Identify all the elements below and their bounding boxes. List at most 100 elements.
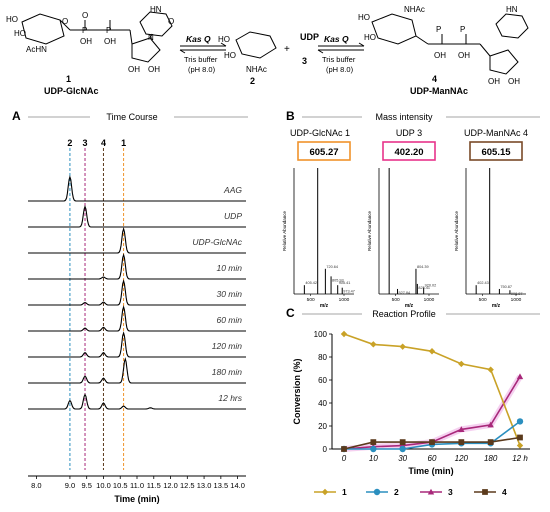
y-tick-label: 40 xyxy=(318,399,327,408)
atom-label: P xyxy=(436,25,441,34)
glycal-ring xyxy=(235,31,277,59)
x-tick-label: 12 h xyxy=(512,454,528,463)
trace-label: 180 min xyxy=(212,367,243,377)
x-axis-title: m/z xyxy=(405,303,414,309)
chromatogram-trace xyxy=(28,204,246,228)
legend-label: 3 xyxy=(448,487,453,497)
legend-marker xyxy=(373,488,381,496)
peak-label: 804.39 xyxy=(417,265,429,269)
peak-label: 750.87 xyxy=(500,285,512,289)
x-tick-label: 120 xyxy=(455,454,469,463)
peak-label: 405.42 xyxy=(305,281,317,285)
spectrum-title: UDP-GlcNAc 1 xyxy=(290,128,350,138)
panel-c-letter: C xyxy=(286,306,295,320)
atom-label: P xyxy=(106,26,111,35)
peak-label: 908.87 xyxy=(511,292,523,296)
y-axis-title: Relative Abundance xyxy=(454,210,459,251)
chromatogram-trace xyxy=(28,227,246,254)
y-axis-title: Relative Abundance xyxy=(367,210,372,251)
x-tick-label: 60 xyxy=(428,454,437,463)
data-point xyxy=(516,442,524,449)
atom-label: HO xyxy=(364,33,376,42)
panel-a-title: Time Course xyxy=(106,112,157,122)
peak-label: 973.47 xyxy=(343,290,355,294)
compound-4-name: UDP-ManNAc xyxy=(410,86,468,96)
atom-label: OH xyxy=(148,65,160,74)
atom-label: HO xyxy=(6,15,18,24)
enzyme-label-2: Kas Q xyxy=(324,34,349,44)
atom-label: OH xyxy=(128,65,140,74)
x-tick-label: 1000 xyxy=(339,297,350,303)
panel-c-title: Reaction Profile xyxy=(372,309,436,319)
chromatogram-trace xyxy=(28,175,246,202)
legend-label: 2 xyxy=(394,487,399,497)
mz-value-box xyxy=(382,141,436,161)
ribose-ring-4 xyxy=(489,49,519,75)
legend-marker xyxy=(482,489,488,495)
data-point xyxy=(516,418,524,425)
arrow-head xyxy=(220,42,227,47)
data-point xyxy=(370,439,377,445)
bond xyxy=(59,19,71,31)
x-tick-label: 12.5 xyxy=(180,481,195,490)
atom-label: O xyxy=(168,17,174,26)
compound-2-id: 2 xyxy=(250,76,255,86)
bond xyxy=(479,43,491,57)
bond xyxy=(149,33,153,39)
atom-label: OH xyxy=(508,77,520,86)
data-point xyxy=(458,439,465,445)
x-tick-label: 12.0 xyxy=(163,481,178,490)
x-tick-label: 13.0 xyxy=(197,481,212,490)
atom-label: HO xyxy=(14,29,26,38)
compound-1-id: 1 xyxy=(66,74,71,84)
atom-label: OH xyxy=(488,77,500,86)
trace-label: 120 min xyxy=(212,341,243,351)
mz-value-box xyxy=(297,141,351,161)
x-axis-title: m/z xyxy=(320,303,329,309)
data-point xyxy=(399,343,406,350)
reaction-scheme xyxy=(21,11,529,75)
mz-value-text: 605.27 xyxy=(309,147,338,158)
mz-value-box xyxy=(469,141,523,161)
data-point xyxy=(341,446,347,452)
x-tick-label: 10 xyxy=(369,454,378,463)
peak-label: 527.84 xyxy=(399,291,411,295)
y-axis-title: Conversion (%) xyxy=(292,358,302,424)
spectrum-title: UDP 3 xyxy=(396,128,422,138)
data-point xyxy=(487,439,494,445)
uracil-ring-1 xyxy=(139,11,173,37)
ribose-ring-1 xyxy=(131,37,161,63)
arrow-head xyxy=(317,49,324,54)
atom-label: O xyxy=(82,11,88,20)
x-axis-title: m/z xyxy=(492,303,501,309)
legend-label: 1 xyxy=(342,487,347,497)
x-tick-label: 10.0 xyxy=(96,481,111,490)
condition-label-2: Tris buffer xyxy=(322,55,356,64)
atom-label: OH xyxy=(434,51,446,60)
atom-label: NHAc xyxy=(246,65,267,74)
mz-value-text: 605.15 xyxy=(481,147,511,158)
x-tick-label: 9.0 xyxy=(65,481,75,490)
compound-4-id: 4 xyxy=(432,74,437,84)
x-tick-label: 14.0 xyxy=(230,481,245,490)
data-point xyxy=(516,373,524,380)
enzyme-label-1: Kas Q xyxy=(186,34,211,44)
data-point xyxy=(487,366,494,373)
plus-sign: + xyxy=(284,44,290,55)
y-axis-title: Relative Abundance xyxy=(282,210,287,251)
peak-marker-label: 1 xyxy=(121,138,126,148)
atom-label: AcHN xyxy=(26,45,47,54)
mass-spectra-chart: UDP-GlcNAc 1 605.27 Relative Abundance 405.… xyxy=(282,128,528,309)
y-tick-label: 60 xyxy=(318,376,327,385)
atom-label: HN xyxy=(506,5,518,14)
atom-label: HN xyxy=(150,5,162,14)
compound-3-name: UDP xyxy=(300,32,319,42)
x-tick-label: 8.0 xyxy=(31,481,41,490)
data-point xyxy=(458,360,465,368)
compound-1-name: UDP-GlcNAc xyxy=(44,86,99,96)
legend-marker xyxy=(427,488,435,495)
panel-headers: A Time Course B Mass intensity C Reactio… xyxy=(12,109,540,320)
mannac-ring xyxy=(371,13,417,45)
chromatogram-trace xyxy=(28,331,246,358)
atom-label: HO xyxy=(218,35,230,44)
